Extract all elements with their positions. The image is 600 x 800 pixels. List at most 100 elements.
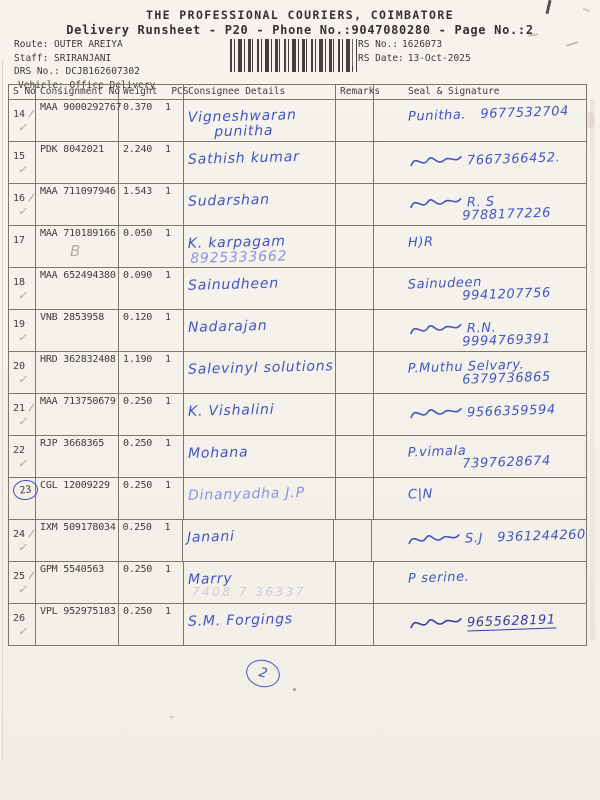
cell-seal: Punitha. 9677532704 [374, 100, 586, 141]
column-header-consignee: Consignee Details [184, 85, 336, 99]
cell-consignee: Nadarajan [184, 310, 336, 351]
signature: S.J 9361244260 [376, 523, 587, 550]
cell-weight-pcs: 0.250 1 [119, 478, 184, 519]
cell-sno: 23 [9, 478, 39, 519]
rs-date-value: 13-Oct-2025 [407, 52, 471, 64]
serial-number-wrap: 16 [13, 186, 35, 205]
signature-text: 9994769391 [462, 331, 552, 350]
cell-remarks [336, 100, 374, 141]
signature: 9655628191 [378, 607, 587, 634]
cell-sno: 16 ✓ [9, 184, 36, 225]
signature-text: S.J 9361244260 [464, 527, 587, 547]
cell-seal: R.N. 9994769391 [374, 310, 586, 351]
consignment-number: GPM 5540563 [40, 564, 105, 575]
pcs-value: 1 [164, 522, 171, 533]
consignee-name: Nadarajan [188, 316, 335, 336]
cell-seal: P.vimala 7397628674 [374, 436, 586, 477]
weight-pcs-line: 1.190 1 [123, 354, 183, 365]
cell-consignee: K. karpagam 8925333662 [184, 226, 336, 267]
cell-sno: 18 ✓ [9, 268, 36, 309]
signature: P serine. [378, 565, 586, 588]
weight-value: 0.250 [122, 522, 152, 533]
cell-seal: H)R [374, 226, 586, 267]
consignee-name: Sainudheen [188, 274, 335, 294]
pencil-check-icon: ✓ [18, 455, 29, 473]
cell-remarks [336, 478, 374, 519]
serial-number: 23 [18, 483, 33, 497]
consignment-number: MAA 9000292767 [40, 102, 122, 113]
column-header-remarks: Remarks [336, 85, 380, 99]
consignee-line: Sainudheen [187, 275, 280, 294]
signature: 7667366452. [378, 145, 587, 172]
scan-artifact [170, 716, 173, 718]
weight-pcs-line: 0.090 1 [123, 270, 183, 281]
weight-value: 1.543 [123, 186, 153, 197]
runsheet-subtitle: Delivery Runsheet - P20 - Phone No.:9047… [66, 23, 534, 37]
consignee-line: K. Vishalini [187, 401, 275, 420]
serial-number-wrap: 18 [13, 270, 35, 289]
pencil-phone-note: 7408 7 36337 [192, 585, 306, 599]
cell-weight-pcs: 1.190 1 [119, 352, 184, 393]
cell-consignee: Sathish kumar [184, 142, 336, 183]
signature-text: 7397628674 [461, 453, 552, 472]
consignee-name: K. karpagam 8925333662 [188, 232, 336, 267]
consignee-name: K. Vishalini [188, 400, 335, 420]
serial-number: 24 [13, 529, 26, 540]
cell-seal: Sainudeen 9941207756 [374, 268, 586, 309]
signature-text: P.vimala [407, 443, 467, 461]
cell-consignment: HRD 362832408 [36, 352, 119, 393]
cell-weight-pcs: 0.120 1 [119, 310, 184, 351]
consignment-number: VPL 952975183 [40, 606, 116, 617]
serial-number-wrap: 22 [13, 438, 35, 457]
pencil-slash-mark [28, 403, 35, 412]
weight-value: 2.240 [123, 144, 153, 155]
signature-line: R. S [377, 187, 586, 214]
cell-consignment: MAA 710189166 B [36, 226, 119, 267]
cell-consignment: RJP 3668365 [36, 436, 119, 477]
consignee-name: Sathish kumar [188, 148, 335, 168]
cell-seal: P.Muthu Selvary. 6379736865 [374, 352, 586, 393]
signature-text: 7667366452. [466, 150, 561, 169]
scan-artifact [2, 60, 3, 760]
runsheet-table: S No Consignment No Weight PCS Consignee … [8, 84, 587, 646]
consignee-line: Mohana [187, 444, 249, 462]
table-row: 23 CGL 12009229 0.250 1 Dinanyadha J.P C|N [9, 477, 586, 519]
pcs-value: 1 [165, 438, 171, 449]
serial-number-wrap: 15 [13, 144, 35, 163]
weight-pcs-line: 0.250 1 [123, 606, 183, 617]
cell-weight-pcs: 0.250 1 [119, 394, 184, 435]
consignee-name: Mohana [188, 442, 335, 462]
pencil-check-icon: ✓ [18, 623, 29, 641]
serial-number: 18 [13, 277, 26, 288]
cell-consignee: S.M. Forgings [184, 604, 336, 645]
signature-text: 9655628191 [466, 612, 557, 632]
cell-sno: 17 [9, 226, 36, 267]
consignment-number: MAA 652494380 [40, 270, 116, 281]
cell-consignee: Janani [183, 520, 335, 561]
cell-sno: 21 ✓ [9, 394, 36, 435]
cell-consignment: MAA 713750679 [36, 394, 119, 435]
column-header-seal: Seal & Signature [408, 86, 500, 97]
cell-remarks [336, 394, 374, 435]
weight-pcs-line: 0.250 1 [123, 438, 183, 449]
cell-consignment: MAA 652494380 [36, 268, 119, 309]
cell-consignee: Marry 7408 7 36337 [184, 562, 336, 603]
cell-remarks [336, 184, 374, 225]
page-number-value: 2 [257, 665, 269, 682]
pencil-check-icon: ✓ [18, 413, 29, 431]
serial-number: 14 [13, 109, 26, 120]
weight-value: 0.250 [123, 564, 153, 575]
pcs-value: 1 [165, 606, 171, 617]
consignee-name: S.M. Forgings [188, 610, 335, 630]
cell-consignment: IXM 509178034 [36, 520, 119, 561]
weight-pcs-line: 0.370 1 [123, 102, 183, 113]
rs-no-line: RS No.: 1626073 [358, 38, 475, 52]
weight-value: 0.250 [123, 480, 153, 491]
signature-line: 9566359594 [378, 397, 587, 424]
table-header-row: S No Consignment No Weight PCS Consignee … [9, 85, 586, 99]
cell-consignee: Vigneshwaran punitha [184, 100, 336, 141]
signature: R.N. 9994769391 [377, 313, 586, 353]
scan-artifact [566, 41, 578, 47]
table-row: 16 ✓ MAA 711097946 1.543 1 Sudarshan R. S 97881… [9, 183, 586, 225]
cell-consignment: GPM 5540563 [36, 562, 119, 603]
